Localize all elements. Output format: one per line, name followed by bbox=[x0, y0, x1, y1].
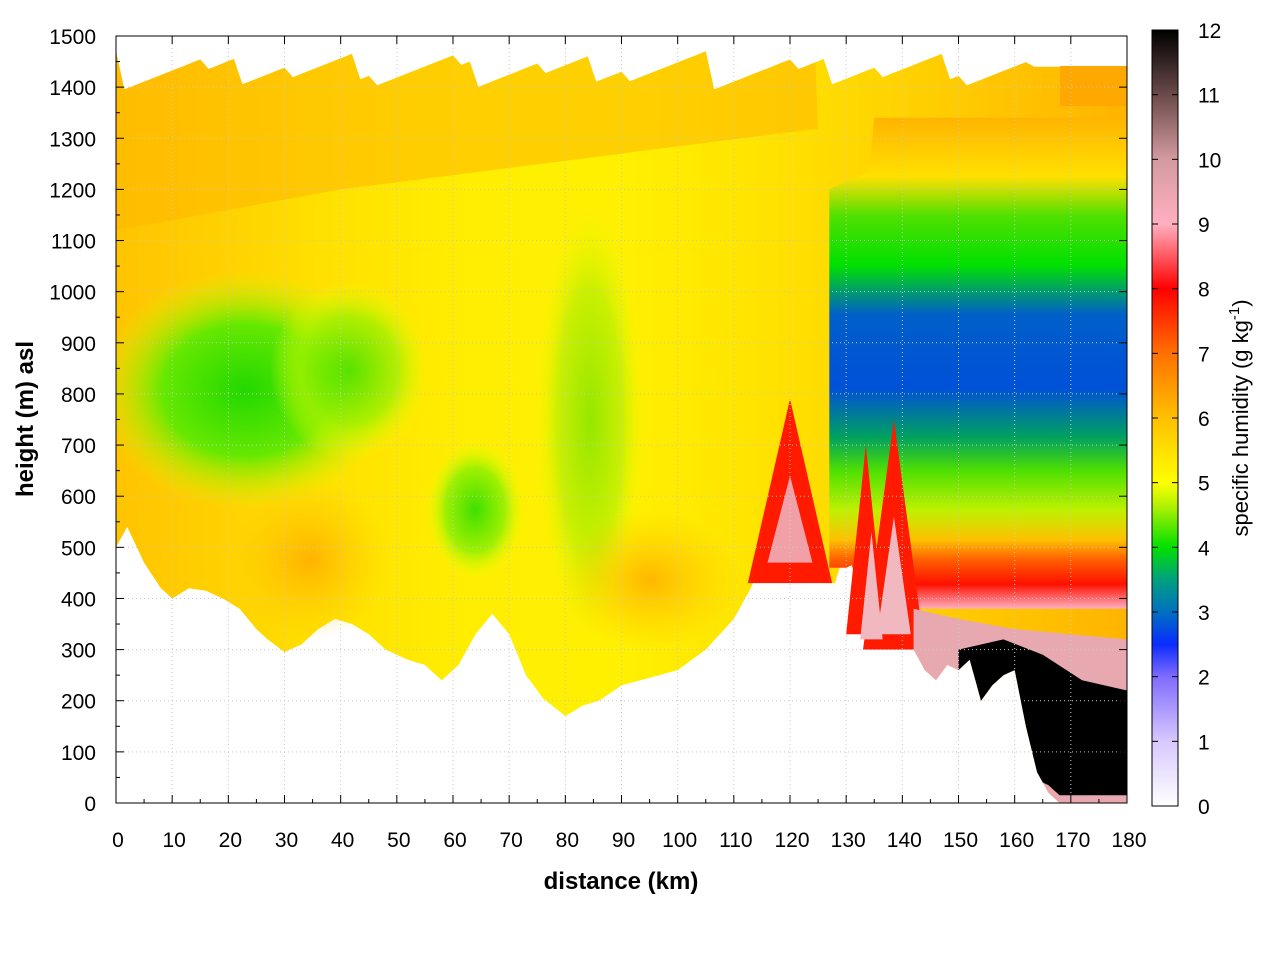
y-axis-title: height (m) asl bbox=[12, 341, 39, 497]
colorbar-tick-label: 12 bbox=[1198, 20, 1221, 43]
x-tick-label: 70 bbox=[499, 829, 522, 852]
x-tick-label: 50 bbox=[387, 829, 410, 852]
x-axis-title: distance (km) bbox=[544, 868, 699, 895]
colorbar-title-main: specific humidity (g kg bbox=[1228, 320, 1253, 536]
y-tick-label: 400 bbox=[61, 588, 96, 611]
y-tick-label: 1500 bbox=[49, 26, 96, 49]
x-tick-label: 170 bbox=[1055, 829, 1090, 852]
y-tick-label: 700 bbox=[61, 435, 96, 458]
humidity-field bbox=[116, 51, 1127, 803]
green-zone-west-2 bbox=[270, 280, 430, 460]
field-boundary-layer-dark bbox=[958, 639, 1127, 796]
colorbar-tick-label: 1 bbox=[1198, 731, 1210, 754]
x-tick-label: 100 bbox=[662, 829, 697, 852]
y-tick-label: 0 bbox=[84, 793, 96, 816]
x-tick-label: 10 bbox=[162, 829, 185, 852]
x-tick-label: 130 bbox=[831, 829, 866, 852]
y-tick-label: 600 bbox=[61, 486, 96, 509]
y-tick-label: 200 bbox=[61, 691, 96, 714]
colorbar-tick-label: 3 bbox=[1198, 602, 1210, 625]
colorbar-tick-label: 10 bbox=[1198, 149, 1221, 172]
colorbar-tick-label: 5 bbox=[1198, 473, 1210, 496]
y-tick-label: 1200 bbox=[49, 179, 96, 202]
colorbar-tick-label: 0 bbox=[1198, 796, 1210, 819]
y-tick-label: 100 bbox=[61, 742, 96, 765]
top-right-orange-band bbox=[1060, 66, 1127, 106]
y-axis-ticks: 0 100 200 300 400 500 600 700 800 900 1000 1100 1200… bbox=[49, 26, 1127, 816]
colorbar-tick-label: 8 bbox=[1198, 279, 1210, 302]
x-tick-label: 90 bbox=[612, 829, 635, 852]
x-axis-ticks: 0 10 20 30 40 50 60 70 80 90 100 110 120 130 140 150 160… bbox=[112, 36, 1147, 852]
green-zone-mid bbox=[425, 440, 525, 580]
y-tick-label: 800 bbox=[61, 384, 96, 407]
y-tick-label: 500 bbox=[61, 537, 96, 560]
y-tick-label: 1300 bbox=[49, 128, 96, 151]
orange-zone-lower-mid bbox=[560, 510, 740, 650]
colorbar-title-superscript: -1 bbox=[1226, 307, 1243, 320]
colorbar-tick-label: 9 bbox=[1198, 214, 1210, 237]
colorbar-title-end: ) bbox=[1228, 299, 1253, 306]
x-tick-label: 60 bbox=[443, 829, 466, 852]
x-tick-label: 140 bbox=[887, 829, 922, 852]
y-tick-label: 900 bbox=[61, 333, 96, 356]
x-tick-label: 120 bbox=[774, 829, 809, 852]
x-tick-label: 0 bbox=[112, 829, 124, 852]
colorbar-tick-label: 4 bbox=[1198, 537, 1210, 560]
colorbar-tick-label: 2 bbox=[1198, 667, 1210, 690]
moist-ridge-120km-core bbox=[767, 475, 813, 563]
y-tick-label: 1000 bbox=[49, 282, 96, 305]
x-tick-label: 160 bbox=[999, 829, 1034, 852]
field-upper-orange bbox=[116, 51, 819, 231]
colorbar-tick-label: 6 bbox=[1198, 408, 1210, 431]
x-tick-label: 30 bbox=[275, 829, 298, 852]
orange-zone-lower-west bbox=[230, 480, 390, 640]
y-tick-label: 1400 bbox=[49, 77, 96, 100]
x-tick-label: 180 bbox=[1111, 829, 1146, 852]
colorbar-title: specific humidity (g kg-1) bbox=[1226, 299, 1253, 536]
y-tick-label: 1100 bbox=[51, 231, 96, 254]
x-tick-label: 150 bbox=[943, 829, 978, 852]
colorbar-tick-label: 7 bbox=[1198, 343, 1210, 366]
x-tick-label: 80 bbox=[556, 829, 579, 852]
x-tick-label: 20 bbox=[219, 829, 242, 852]
x-tick-label: 40 bbox=[331, 829, 354, 852]
x-tick-label: 110 bbox=[719, 829, 752, 852]
y-tick-label: 300 bbox=[61, 640, 96, 663]
grid-lines bbox=[116, 36, 1127, 803]
colorbar-tick-label: 11 bbox=[1198, 85, 1220, 108]
